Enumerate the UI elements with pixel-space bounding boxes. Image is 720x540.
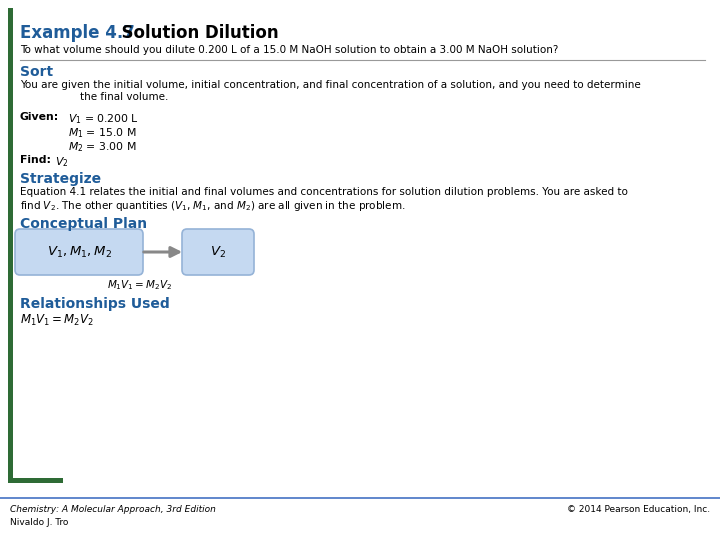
Text: Solution Dilution: Solution Dilution (110, 24, 279, 42)
Text: $M_1V_1 = M_2V_2$: $M_1V_1 = M_2V_2$ (107, 278, 173, 292)
Text: Sort: Sort (20, 65, 53, 79)
Text: Equation 4.1 relates the initial and final volumes and concentrations for soluti: Equation 4.1 relates the initial and fin… (20, 187, 628, 197)
Text: $V_1, M_1, M_2$: $V_1, M_1, M_2$ (47, 245, 112, 260)
Text: To what volume should you dilute 0.200 L of a 15.0 M NaOH solution to obtain a 3: To what volume should you dilute 0.200 L… (20, 45, 559, 55)
FancyBboxPatch shape (182, 229, 254, 275)
Bar (8, 478, 63, 483)
Text: $V_1$ = 0.200 L: $V_1$ = 0.200 L (68, 112, 138, 126)
Text: $V_2$: $V_2$ (55, 155, 68, 169)
Text: Conceptual Plan: Conceptual Plan (20, 217, 147, 231)
Text: find $V_2$. The other quantities ($V_1$, $M_1$, and $M_2$) are all given in the : find $V_2$. The other quantities ($V_1$,… (20, 199, 405, 213)
Text: Given:: Given: (20, 112, 59, 122)
Text: $M_1V_1 = M_2V_2$: $M_1V_1 = M_2V_2$ (20, 313, 94, 328)
Bar (8, 8, 13, 480)
Text: $M_2$ = 3.00 M: $M_2$ = 3.00 M (68, 140, 137, 154)
Text: $V_2$: $V_2$ (210, 245, 226, 260)
Text: You are given the initial volume, initial concentration, and final concentration: You are given the initial volume, initia… (20, 80, 641, 90)
Text: $M_1$ = 15.0 M: $M_1$ = 15.0 M (68, 126, 137, 140)
FancyBboxPatch shape (15, 229, 143, 275)
Text: Find:: Find: (20, 155, 51, 165)
Text: © 2014 Pearson Education, Inc.: © 2014 Pearson Education, Inc. (567, 505, 710, 514)
Text: the final volume.: the final volume. (80, 92, 168, 102)
Text: Strategize: Strategize (20, 172, 101, 186)
Text: Chemistry: A Molecular Approach, 3rd Edition: Chemistry: A Molecular Approach, 3rd Edi… (10, 505, 216, 514)
Text: Relationships Used: Relationships Used (20, 297, 170, 311)
Text: Nivaldo J. Tro: Nivaldo J. Tro (10, 518, 68, 527)
Text: Example 4.7: Example 4.7 (20, 24, 135, 42)
